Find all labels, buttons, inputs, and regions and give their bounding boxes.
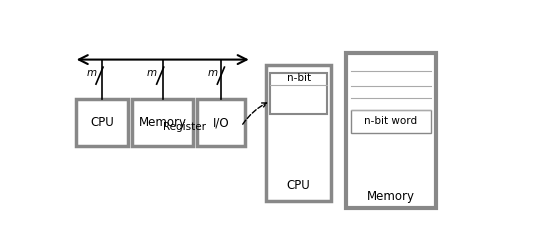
Text: Register: Register [163,122,206,132]
Bar [351,110,431,133]
Text: Memory: Memory [139,116,187,129]
Text: I/O: I/O [213,116,230,129]
Bar [346,53,436,208]
Bar [197,99,245,146]
Text: m: m [86,68,97,78]
Text: m: m [147,68,157,78]
Bar [76,99,128,146]
Text: Memory: Memory [367,190,415,203]
Bar [271,73,327,114]
Text: CPU: CPU [287,180,310,193]
Bar [266,65,331,201]
Text: CPU: CPU [90,116,114,129]
Text: m: m [208,68,218,78]
Text: n-bit: n-bit [287,73,311,83]
Text: n-bit word: n-bit word [364,116,417,126]
Bar [132,99,193,146]
